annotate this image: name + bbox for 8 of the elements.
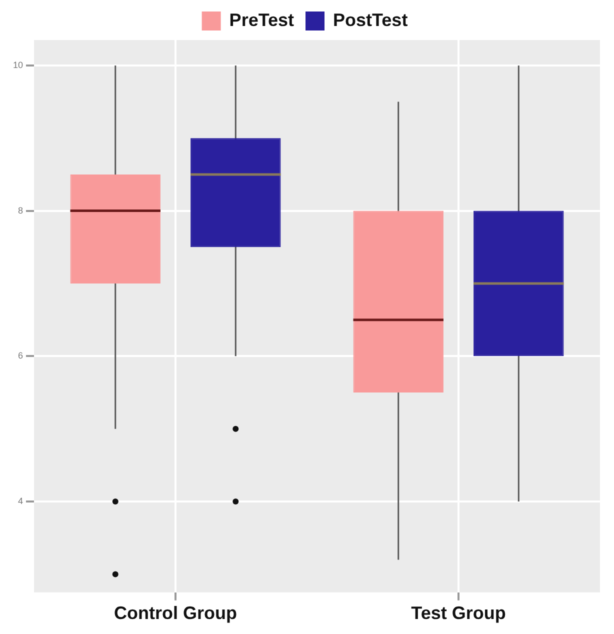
- y-tick-label: 4: [18, 496, 24, 506]
- x-tick-label: Test Group: [411, 603, 506, 624]
- y-tick-label: 6: [18, 350, 24, 361]
- legend-label: PreTest: [229, 10, 294, 30]
- y-tick-label: 10: [12, 60, 24, 70]
- legend-label: PostTest: [333, 10, 408, 30]
- y-tick-label: 8: [18, 205, 24, 216]
- x-tick-label: Control Group: [114, 603, 237, 624]
